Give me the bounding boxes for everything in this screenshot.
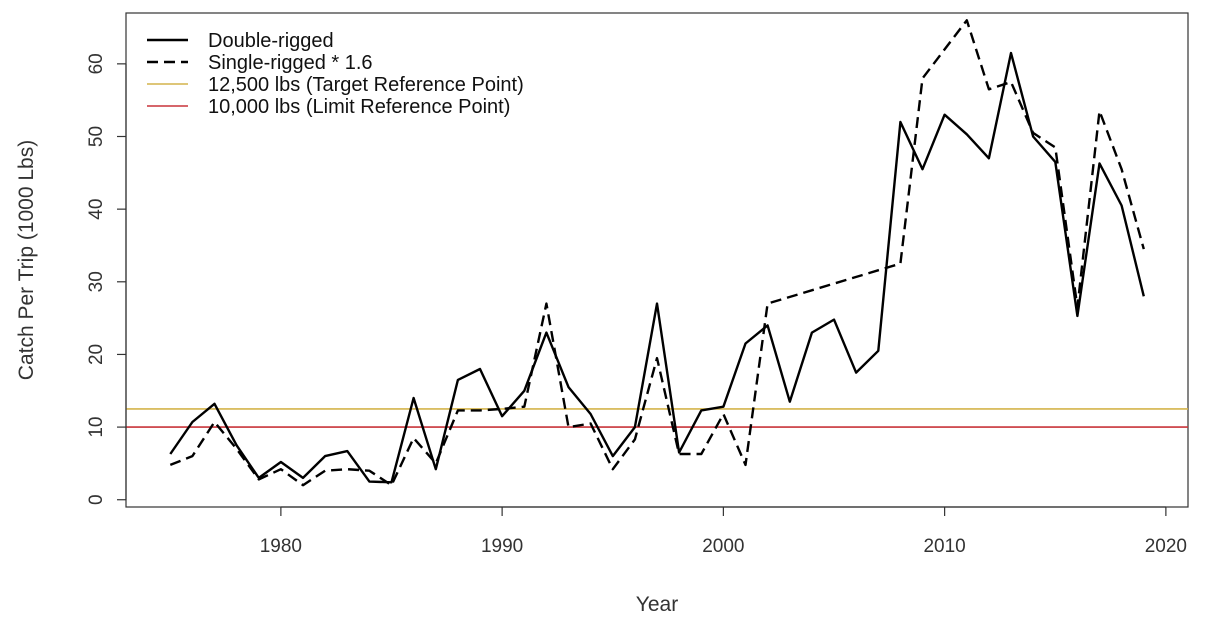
y-tick-label: 50 bbox=[86, 126, 107, 147]
y-tick-label: 60 bbox=[86, 53, 107, 74]
x-axis-title: Year bbox=[636, 593, 678, 616]
x-tick-label: 2010 bbox=[923, 536, 965, 557]
series-line-0 bbox=[169, 51, 1145, 484]
reference-lines bbox=[126, 408, 1188, 428]
y-tick-label: 40 bbox=[86, 199, 107, 220]
y-tick-label: 20 bbox=[86, 344, 107, 365]
legend-label-3: 10,000 lbs (Limit Reference Point) bbox=[208, 96, 510, 118]
x-tick-label: 1990 bbox=[481, 536, 523, 557]
y-axis-title: Catch Per Trip (1000 Lbs) bbox=[15, 140, 38, 380]
y-tick-label: 30 bbox=[86, 271, 107, 292]
y-tick-label: 0 bbox=[86, 494, 107, 505]
x-tick-label: 2020 bbox=[1145, 536, 1187, 557]
legend-label-2: 12,500 lbs (Target Reference Point) bbox=[208, 74, 524, 96]
legend-label-1: Single-rigged * 1.6 bbox=[208, 52, 373, 74]
legend-label-0: Double-rigged bbox=[208, 30, 334, 52]
x-axis: 1980 1990 2000 2010 2020 bbox=[260, 506, 1187, 557]
series-layer bbox=[169, 19, 1145, 487]
series-line-1 bbox=[169, 19, 1145, 487]
y-axis: 0 10 20 30 40 50 60 bbox=[86, 53, 127, 505]
x-tick-label: 1980 bbox=[260, 536, 302, 557]
x-tick-label: 2000 bbox=[702, 536, 744, 557]
y-tick-label: 10 bbox=[86, 417, 107, 438]
